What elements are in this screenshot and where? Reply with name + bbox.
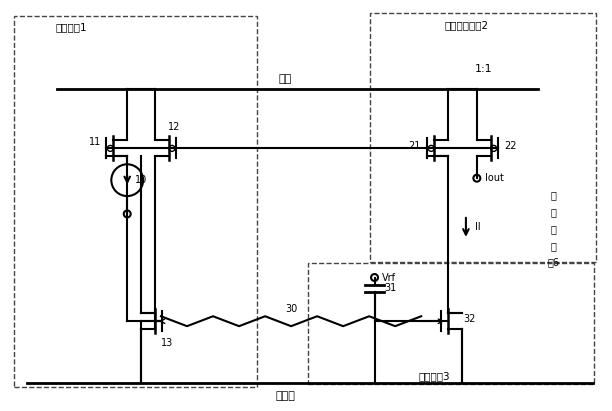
Bar: [370, 13, 596, 262]
Text: 电源: 电源: [278, 74, 292, 84]
Text: 1:1: 1:1: [475, 64, 493, 74]
Text: 21: 21: [408, 141, 420, 151]
Text: 大: 大: [550, 241, 556, 251]
Text: 22: 22: [504, 141, 517, 151]
Bar: [14, 16, 257, 387]
Text: 12: 12: [168, 122, 180, 132]
Text: Il: Il: [475, 222, 480, 232]
Text: 放: 放: [550, 224, 556, 234]
Text: 率: 率: [550, 207, 556, 217]
Text: 10: 10: [135, 175, 147, 185]
Text: 偏置电路1: 偏置电路1: [56, 22, 88, 32]
Text: 31: 31: [384, 284, 397, 293]
Text: 11: 11: [89, 137, 102, 148]
Text: 增益控制电路2: 增益控制电路2: [445, 20, 489, 30]
Text: 器6: 器6: [547, 258, 559, 268]
Text: Iout: Iout: [485, 173, 504, 183]
Text: 13: 13: [161, 338, 173, 348]
Text: Vrf: Vrf: [381, 272, 395, 282]
Text: 32: 32: [464, 314, 476, 324]
Text: 功: 功: [550, 190, 556, 200]
Text: 整流电路3: 整流电路3: [419, 371, 450, 381]
Text: 30: 30: [285, 304, 297, 314]
Bar: [308, 263, 594, 384]
Text: 接地端: 接地端: [275, 391, 295, 401]
